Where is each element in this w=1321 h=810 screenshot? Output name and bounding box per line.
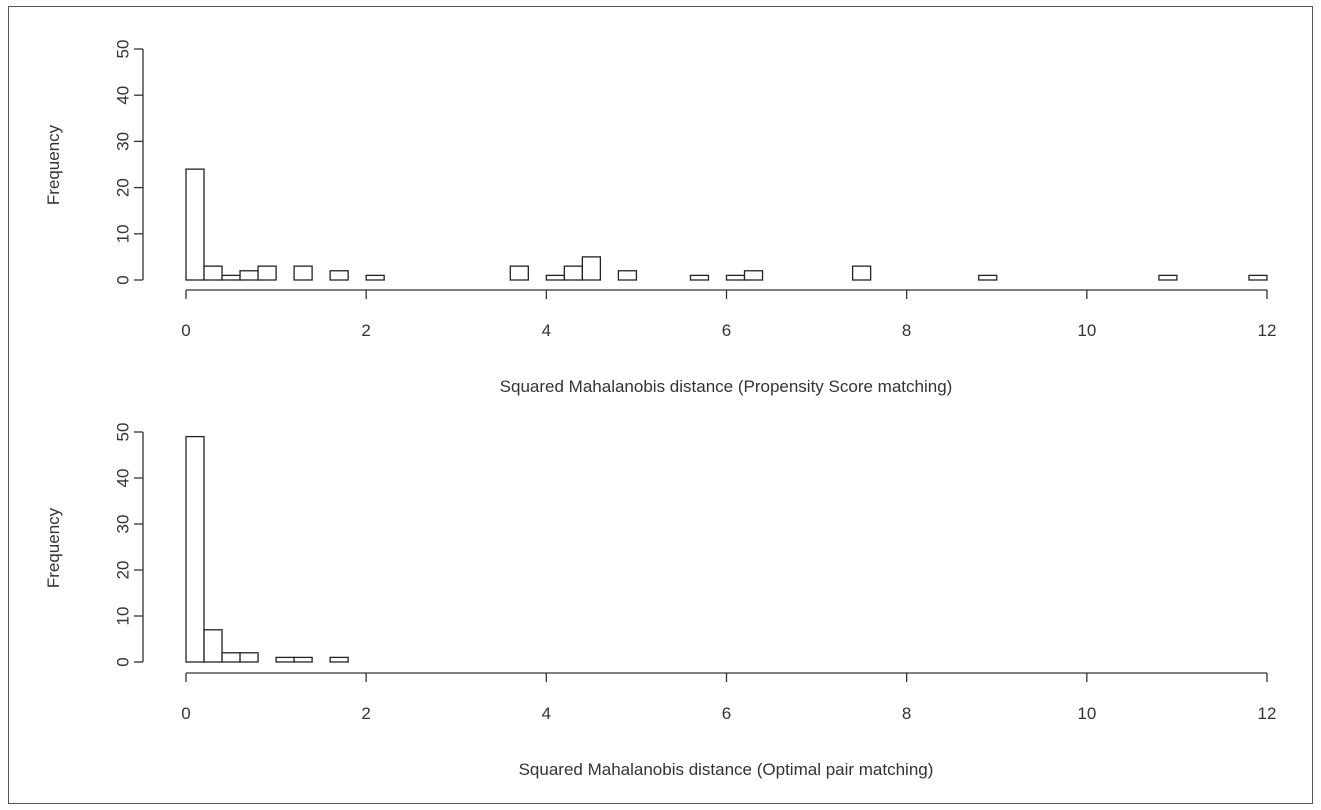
x-tick-label: 2 [361,704,370,723]
x-tick-label: 12 [1258,704,1277,723]
x-tick-label: 10 [1077,321,1096,340]
histogram-propensity-score: Squared Mahalanobis distance (Propensity… [44,40,1276,396]
y-tick-label: 40 [113,86,132,105]
x-tick-label: 10 [1077,704,1096,723]
x-tick-label: 0 [181,321,190,340]
histogram-bar [365,274,385,281]
histogram-bar [545,274,565,281]
y-axis-title: Frequency [44,124,63,205]
x-tick-label: 4 [542,321,551,340]
histogram-bar [978,274,998,281]
x-tick-label: 12 [1258,321,1277,340]
x-tick-label: 8 [902,321,911,340]
histogram-bar [581,256,602,281]
y-tick-label: 30 [113,515,132,534]
histogram-bar [1248,274,1268,281]
histogram-bar [725,274,746,281]
histogram-bar [509,265,529,281]
histogram-bar [275,656,295,663]
histogram-bar [329,270,349,281]
histogram-bar [221,274,241,281]
y-tick-label: 0 [113,657,132,666]
y-tick-label: 0 [113,275,132,284]
y-tick-label: 50 [113,423,132,442]
histogram-optimal-pair: Squared Mahalanobis distance (Optimal pa… [44,423,1276,779]
histogram-bar [563,265,584,281]
histogram-bar [221,652,241,663]
figure-frame [8,6,1313,804]
histogram-bar [203,629,223,663]
y-tick-label: 50 [113,40,132,59]
histogram-bar [203,265,223,281]
histogram-bar [239,270,259,281]
x-axis-title: Squared Mahalanobis distance (Propensity… [500,377,953,396]
x-tick-label: 6 [722,704,731,723]
y-tick-label: 10 [113,607,132,626]
x-tick-label: 8 [902,704,911,723]
histogram-bar [743,270,764,281]
x-axis-title: Squared Mahalanobis distance (Optimal pa… [519,760,934,779]
y-tick-label: 10 [113,224,132,243]
histogram-bar [185,168,205,281]
histogram-bar [293,656,313,663]
histogram-bar [185,435,205,663]
y-tick-label: 40 [113,469,132,488]
x-tick-label: 6 [722,321,731,340]
y-tick-label: 20 [113,178,132,197]
histogram-bar [1158,274,1178,281]
histogram-bar [293,265,313,281]
x-tick-label: 4 [542,704,551,723]
histogram-bar [689,274,710,281]
histogram-bar [329,656,349,663]
x-tick-label: 0 [181,704,190,723]
histogram-bar [257,265,277,281]
histogram-bar [617,270,638,281]
x-tick-label: 2 [361,321,370,340]
y-axis-title: Frequency [44,507,63,588]
y-tick-label: 20 [113,561,132,580]
histogram-bar [851,265,872,281]
histogram-bar [239,652,259,663]
y-tick-label: 30 [113,132,132,151]
